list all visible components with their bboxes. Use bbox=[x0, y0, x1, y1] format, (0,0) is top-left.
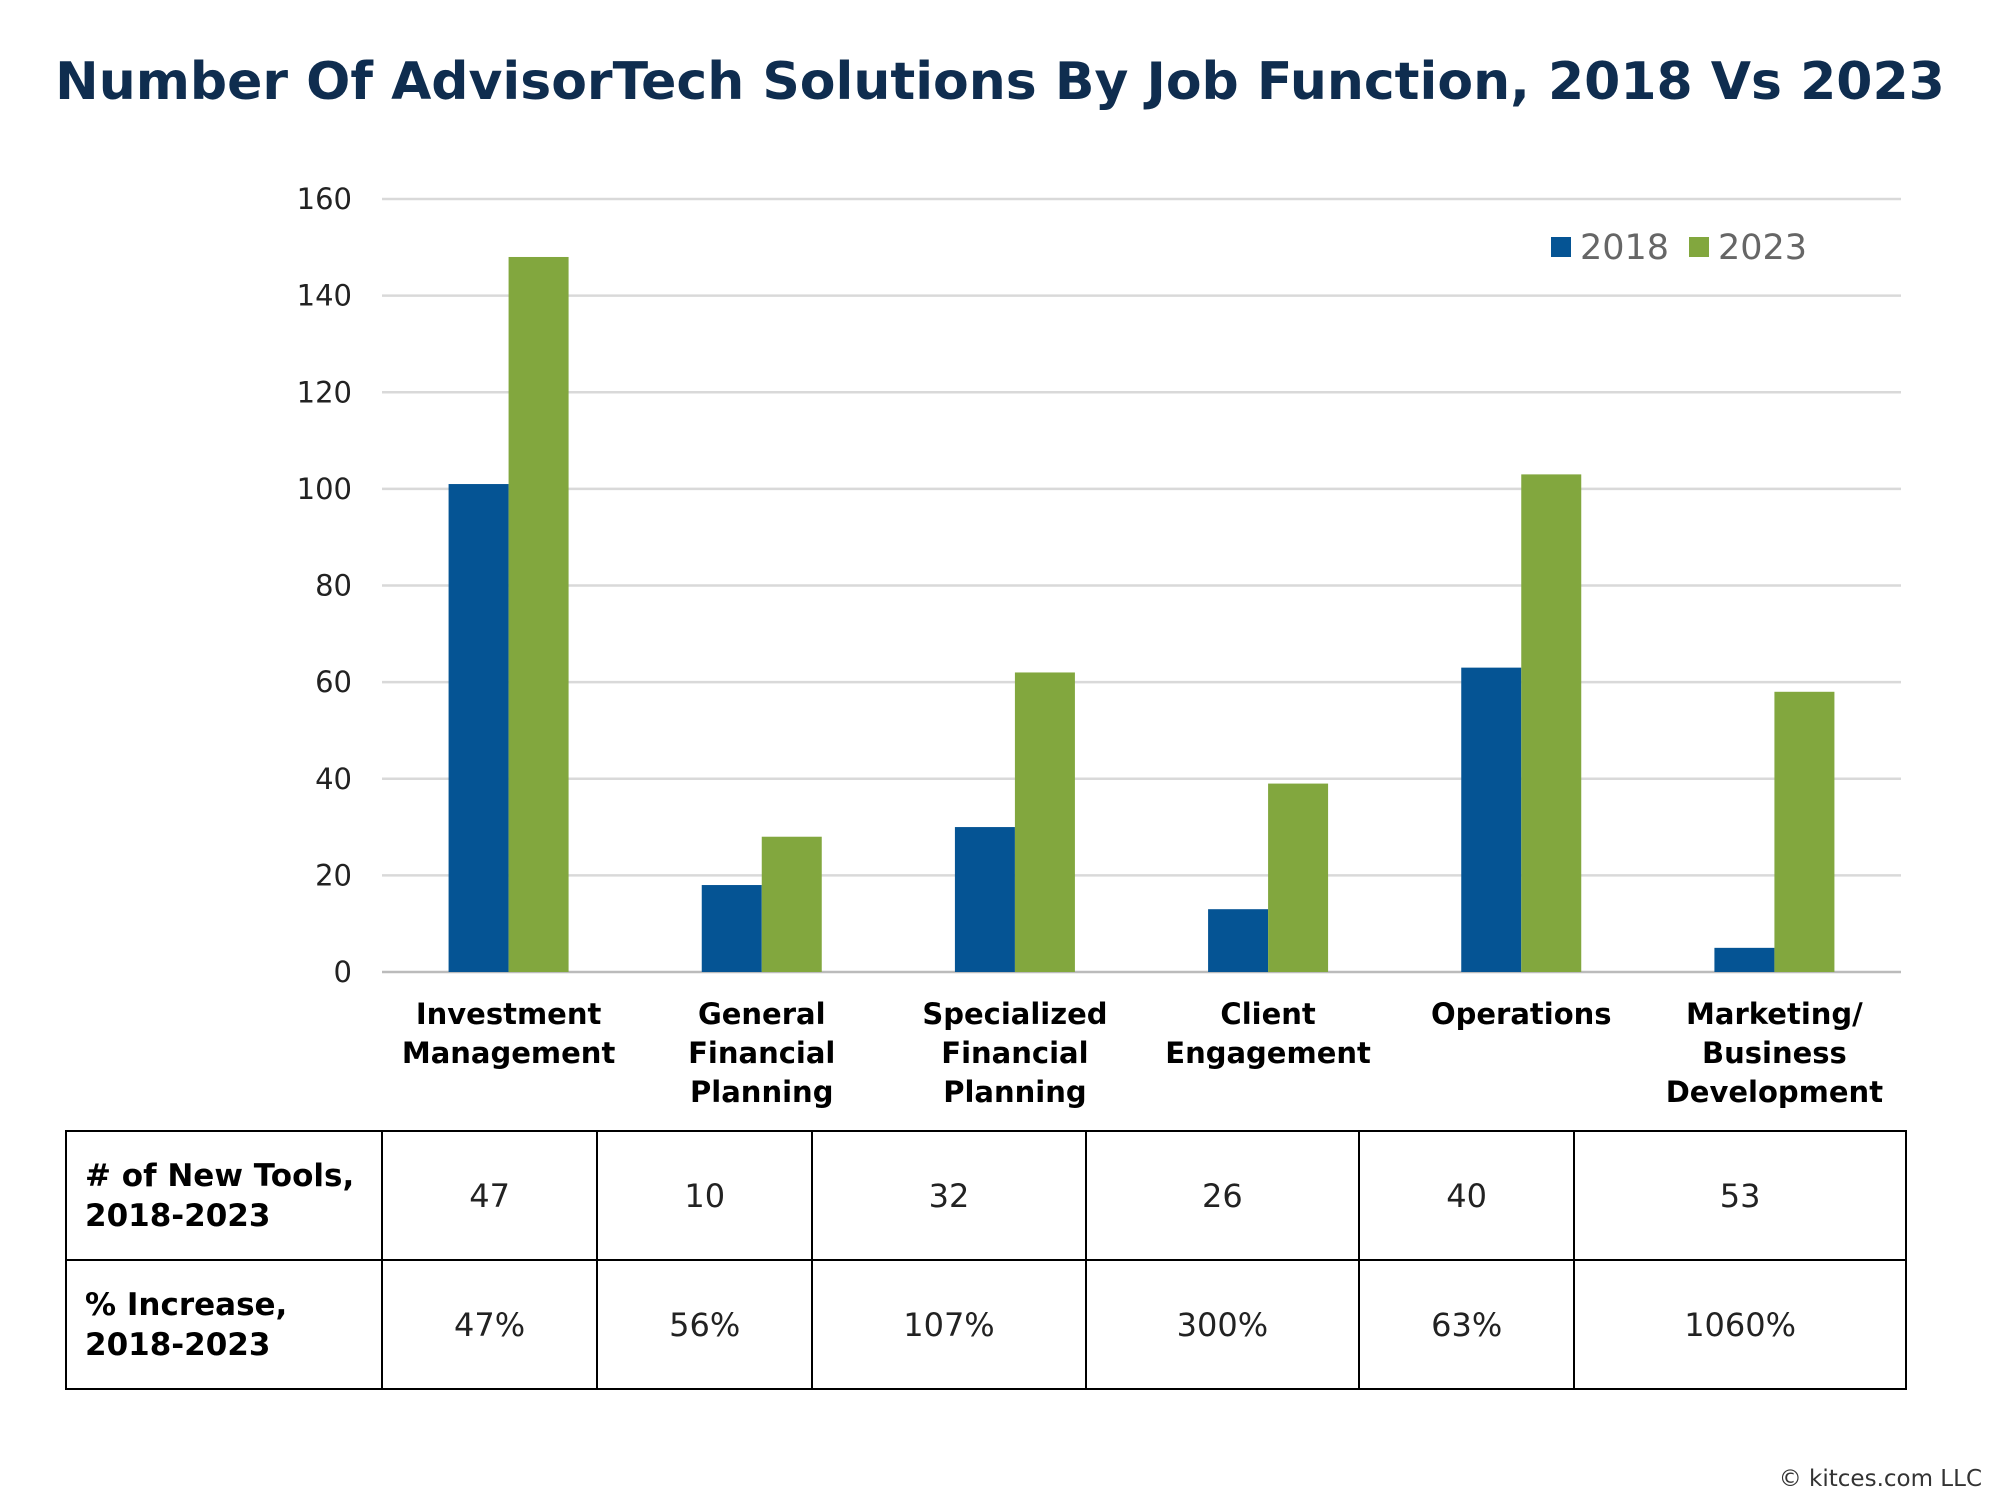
table-cell: 300% bbox=[1084, 1259, 1361, 1390]
summary-table: # of New Tools, 2018-2023 47 10 32 26 40 53% In… bbox=[65, 1130, 1907, 1390]
copyright: © kitces.com LLC bbox=[1778, 1466, 1982, 1492]
x-category-label: Client bbox=[1220, 997, 1315, 1031]
bar-2023 bbox=[1521, 474, 1582, 972]
bar-2023 bbox=[508, 256, 569, 973]
x-category-label: Financial bbox=[941, 1036, 1088, 1070]
bar-2023 bbox=[1774, 691, 1835, 972]
x-category-label: Investment bbox=[416, 997, 602, 1031]
table-cell: 47% bbox=[380, 1259, 599, 1390]
x-category-label: Operations bbox=[1431, 997, 1612, 1031]
table-cell: 63% bbox=[1358, 1259, 1576, 1390]
bar-2023 bbox=[761, 836, 822, 972]
y-tick-label: 80 bbox=[315, 569, 352, 603]
table-cell: 56% bbox=[596, 1259, 814, 1390]
x-category-label: Marketing/ bbox=[1686, 997, 1863, 1031]
y-tick-label: 160 bbox=[297, 182, 352, 216]
legend-label: 2018 bbox=[1580, 228, 1669, 268]
legend-swatch-2018 bbox=[1551, 237, 1571, 257]
bar-2018 bbox=[448, 484, 509, 972]
x-category-label: Development bbox=[1666, 1075, 1883, 1109]
table-row: # of New Tools, 2018-2023 47 10 32 26 40 53 bbox=[65, 1130, 1907, 1261]
row-header: # of New Tools, 2018-2023 bbox=[65, 1130, 383, 1261]
bar-2023 bbox=[1268, 783, 1329, 972]
table-cell: 26 bbox=[1084, 1130, 1361, 1261]
x-category-label: Business bbox=[1702, 1036, 1847, 1070]
y-tick-label: 120 bbox=[297, 375, 352, 409]
x-category-label: Management bbox=[402, 1036, 616, 1070]
y-tick-label: 100 bbox=[297, 472, 352, 506]
bar-2018 bbox=[954, 827, 1015, 972]
x-category-label: Engagement bbox=[1165, 1036, 1371, 1070]
x-category-label: General bbox=[698, 997, 826, 1031]
bar-2018 bbox=[1208, 909, 1269, 972]
table-cell: 53 bbox=[1573, 1130, 1907, 1261]
y-tick-label: 140 bbox=[297, 279, 352, 313]
table-cell: 107% bbox=[811, 1259, 1087, 1390]
chart-title: Number Of AdvisorTech Solutions By Job F… bbox=[55, 52, 1945, 112]
bar-2018 bbox=[1461, 667, 1522, 972]
x-category-label: Financial bbox=[688, 1036, 835, 1070]
x-category-label: Planning bbox=[943, 1075, 1086, 1109]
y-tick-label: 20 bbox=[315, 858, 352, 892]
y-tick-label: 0 bbox=[334, 955, 352, 989]
table-cell: 10 bbox=[596, 1130, 814, 1261]
bar-chart: 0 20 40 60 80 100 120 140 160 Investment Managemen… bbox=[297, 182, 1901, 1109]
bar-2023 bbox=[1014, 672, 1075, 972]
y-tick-label: 60 bbox=[315, 665, 352, 699]
legend-label: 2023 bbox=[1718, 228, 1807, 268]
table-row: % Increase, 2018-2023 47% 56% 107% 300% 63% 106… bbox=[65, 1259, 1907, 1390]
row-header: % Increase, 2018-2023 bbox=[65, 1259, 383, 1390]
bar-2018 bbox=[701, 885, 762, 972]
table-cell: 40 bbox=[1358, 1130, 1576, 1261]
table-cell: 1060% bbox=[1573, 1259, 1907, 1390]
table-cell: 47 bbox=[380, 1130, 599, 1261]
bar-2018 bbox=[1714, 947, 1775, 972]
y-tick-label: 40 bbox=[315, 762, 352, 796]
legend-swatch-2023 bbox=[1689, 237, 1709, 257]
table-cell: 32 bbox=[811, 1130, 1087, 1261]
x-category-label: Specialized bbox=[922, 997, 1107, 1031]
x-category-label: Planning bbox=[690, 1075, 833, 1109]
